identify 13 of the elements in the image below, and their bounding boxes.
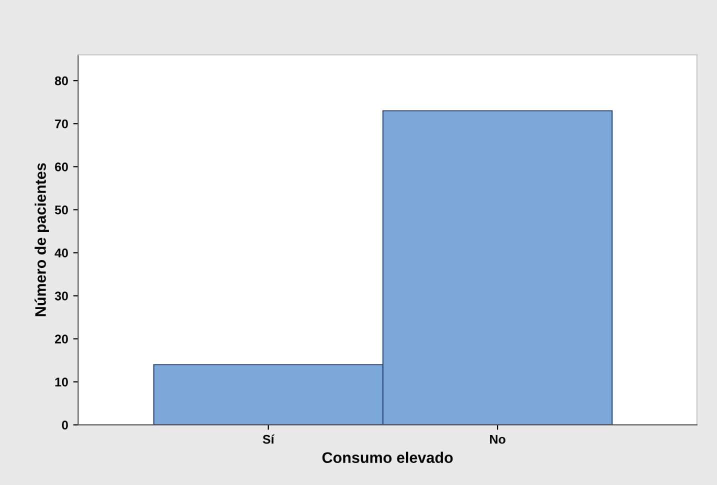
y-tick-label: 80 [54, 76, 68, 86]
y-tick-label: 20 [54, 334, 68, 344]
x-tick-label: Sí [262, 434, 275, 444]
y-tick-label: 10 [55, 378, 68, 386]
y-tick-label: 30 [54, 292, 68, 300]
y-tick-label: 60 [54, 162, 68, 172]
y-tick-label: 40 [54, 248, 68, 258]
y-axis-title: Número de pacientes [34, 163, 49, 316]
y-tick-label: 70 [55, 119, 68, 128]
y-tick-label: 50 [54, 206, 68, 214]
y-tick-label: 0 [62, 420, 68, 430]
x-tick-label: No [490, 435, 506, 444]
x-axis-title: Consumo elevado [322, 452, 453, 464]
